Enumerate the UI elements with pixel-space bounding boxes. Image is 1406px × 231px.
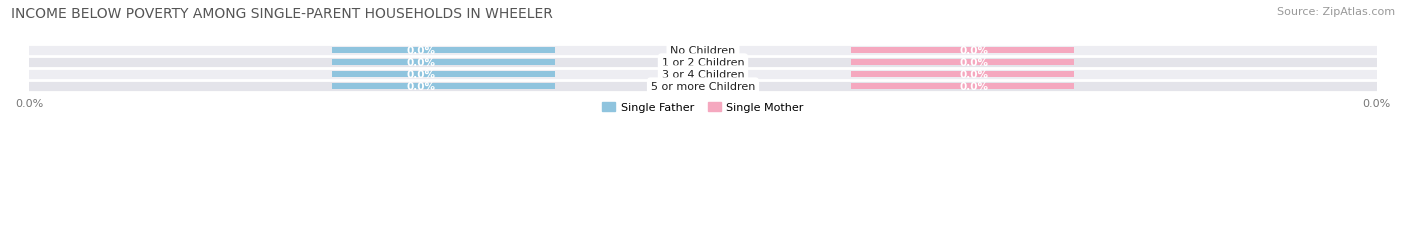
Text: 0.0%: 0.0% bbox=[959, 58, 988, 68]
Bar bbox=[332, 48, 555, 54]
Bar bbox=[30, 81, 1376, 93]
Bar bbox=[30, 45, 1376, 57]
Text: 0.0%: 0.0% bbox=[406, 82, 436, 92]
Bar bbox=[30, 57, 1376, 69]
Text: 5 or more Children: 5 or more Children bbox=[651, 82, 755, 92]
Text: INCOME BELOW POVERTY AMONG SINGLE-PARENT HOUSEHOLDS IN WHEELER: INCOME BELOW POVERTY AMONG SINGLE-PARENT… bbox=[11, 7, 553, 21]
Bar bbox=[851, 84, 1074, 90]
Text: 0.0%: 0.0% bbox=[959, 46, 988, 56]
Bar bbox=[332, 60, 555, 66]
Text: 1 or 2 Children: 1 or 2 Children bbox=[662, 58, 744, 68]
Text: Source: ZipAtlas.com: Source: ZipAtlas.com bbox=[1277, 7, 1395, 17]
Bar bbox=[851, 48, 1074, 54]
Text: 3 or 4 Children: 3 or 4 Children bbox=[662, 70, 744, 80]
Text: No Children: No Children bbox=[671, 46, 735, 56]
Text: 0.0%: 0.0% bbox=[406, 46, 436, 56]
Text: 0.0%: 0.0% bbox=[406, 70, 436, 80]
Bar bbox=[332, 72, 555, 78]
Bar bbox=[851, 60, 1074, 66]
Bar bbox=[30, 69, 1376, 81]
Text: 0.0%: 0.0% bbox=[959, 82, 988, 92]
Legend: Single Father, Single Mother: Single Father, Single Mother bbox=[598, 98, 808, 117]
Text: 0.0%: 0.0% bbox=[406, 58, 436, 68]
Bar bbox=[851, 72, 1074, 78]
Bar bbox=[332, 84, 555, 90]
Text: 0.0%: 0.0% bbox=[959, 70, 988, 80]
